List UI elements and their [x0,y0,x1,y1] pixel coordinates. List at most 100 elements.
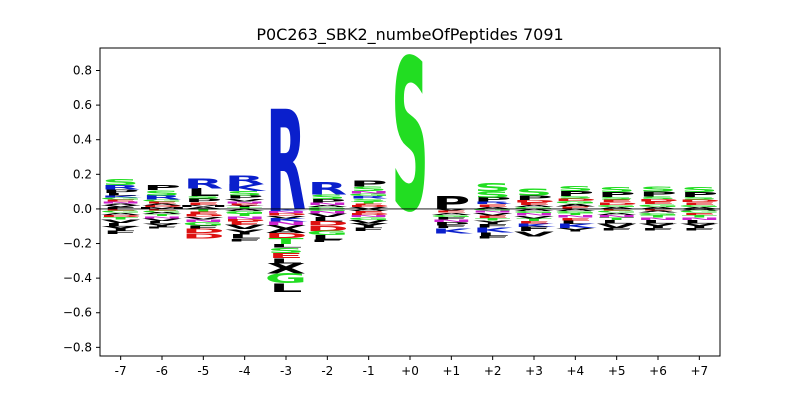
glyph-A: A [555,203,596,207]
glyph-T: T [103,216,138,220]
glyph-K: K [225,182,267,193]
glyph-G: G [306,207,348,210]
glyph-Y: Y [225,228,266,236]
glyph-F: F [186,224,221,230]
glyph-N: N [347,215,390,218]
glyph-E: E [475,204,510,208]
glyph-D: D [182,213,225,217]
glyph-X: X [266,260,306,277]
y-tick-label: 0.4 [73,133,92,147]
glyph-V: V [349,207,390,210]
x-tick-label: +0 [401,364,419,378]
glyph-N: N [306,202,349,206]
glyph-K: K [266,208,308,211]
glyph-R: R [307,180,347,199]
glyph-F: F [227,238,262,242]
glyph-A: A [101,203,142,206]
glyph-V: V [142,218,183,222]
glyph-E: E [599,208,634,211]
glyph-S: S [598,185,635,193]
glyph-T: T [144,214,179,217]
glyph-Y: Y [349,222,388,229]
glyph-N: N [512,212,555,216]
glyph-S: S [639,185,676,193]
glyph-R: R [225,173,265,187]
glyph-P: P [308,198,346,204]
glyph-K: K [473,226,515,234]
logo-stacks: FVANEGKLPRSEGADTVLYFMDAEGRSPEGATNVLYFAME… [99,15,721,294]
x-tick-label: -7 [115,364,127,378]
glyph-S: S [681,185,718,193]
glyph-S: S [267,246,304,254]
glyph-F: F [144,226,179,229]
glyph-E: E [558,217,593,221]
glyph-N: N [140,216,183,219]
glyph-A: A [638,206,679,209]
glyph-F: F [434,216,469,220]
glyph-E: E [103,208,138,211]
glyph-D: D [595,201,638,205]
glyph-P: P [350,179,388,189]
glyph-Y: Y [555,227,594,233]
glyph-E: E [475,215,510,219]
glyph-V: V [597,222,638,229]
glyph-N: N [678,217,721,221]
glyph-A: A [679,208,720,211]
glyph-T: T [227,213,262,217]
glyph-A: A [473,206,514,209]
glyph-P: P [639,190,677,198]
glyph-D: D [99,214,142,217]
glyph-G: G [637,204,679,208]
glyph-N: N [636,217,679,221]
glyph-G: G [430,214,472,217]
glyph-D: D [306,224,349,232]
glyph-G: G [306,208,348,211]
glyph-A: A [307,205,348,208]
glyph-T: T [351,201,386,204]
glyph-A: A [638,210,679,213]
glyph-G: G [99,210,141,213]
glyph-F: F [103,207,138,210]
x-tick-label: +2 [484,364,502,378]
glyph-D: D [306,220,349,227]
glyph-L: L [104,192,137,196]
glyph-S: S [102,177,139,187]
glyph-S: S [515,187,552,198]
x-tick-label: -5 [197,364,209,378]
glyph-E: E [351,203,386,206]
glyph-K: K [555,223,597,230]
glyph-Y: Y [101,225,140,232]
x-tick-label: +1 [442,364,460,378]
glyph-V: V [514,215,555,219]
glyph-A: A [431,212,472,215]
glyph-P: P [226,194,264,200]
glyph-T: T [516,218,551,222]
glyph-A: A [514,208,555,211]
glyph-P: P [598,190,636,198]
glyph-F: F [682,227,717,231]
glyph-L: L [311,216,344,223]
glyph-L: L [270,243,303,249]
glyph-Y: Y [679,222,718,229]
glyph-L: L [311,234,344,241]
x-tick-label: +3 [525,364,543,378]
x-tick-label: -3 [280,364,292,378]
glyph-T: T [227,207,262,210]
glyph-G: G [554,210,596,213]
glyph-T: T [558,213,593,216]
glyph-E: E [227,203,262,206]
glyph-E: E [103,199,138,202]
glyph-D: D [637,198,680,202]
glyph-N: N [223,201,266,204]
glyph-E: E [640,201,675,205]
glyph-P: P [474,196,512,203]
glyph-F: F [516,226,551,233]
glyph-T: T [186,208,221,212]
glyph-G: G [347,217,389,221]
